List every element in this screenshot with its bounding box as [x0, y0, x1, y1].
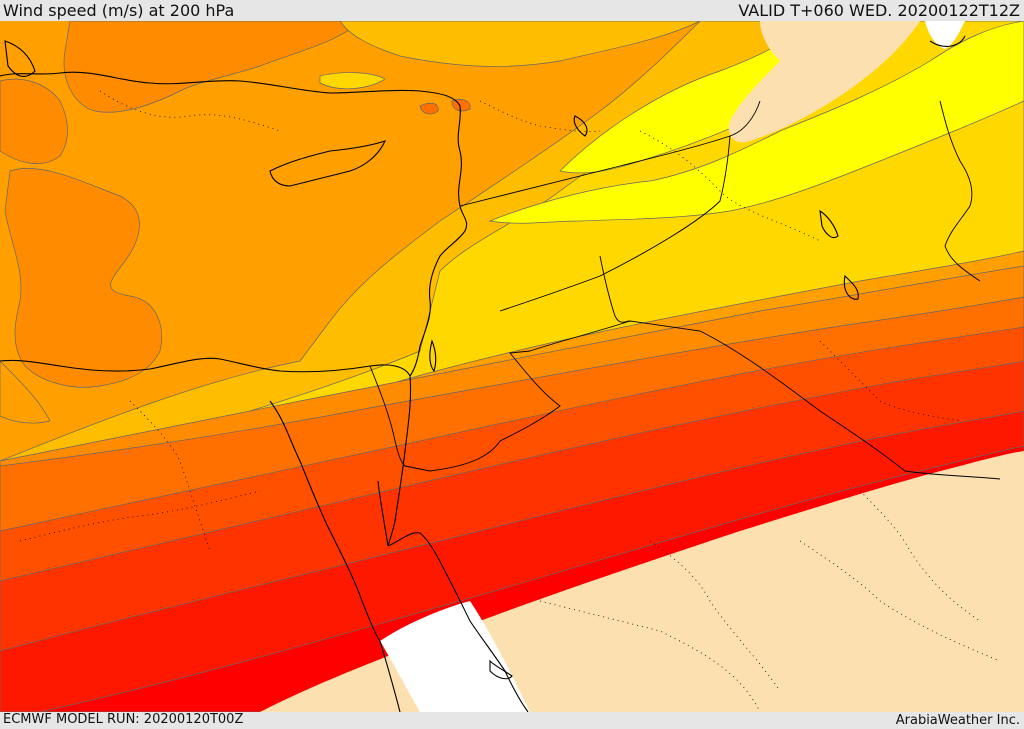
dotted-border-8	[639, 130, 821, 242]
coast-red-sea-west	[379, 640, 401, 712]
contour-small-patch-1	[419, 102, 439, 115]
footer-bar: ECMWF MODEL RUN: 20200120T00Z ArabiaWeat…	[0, 712, 1024, 729]
dotted-border-5	[649, 540, 781, 692]
header-bar: Wind speed (m/s) at 200 hPa VALID T+060 …	[0, 0, 1024, 21]
dotted-border-1	[99, 90, 281, 132]
map-canvas	[0, 21, 1024, 712]
border-iraq-saudi	[599, 255, 1001, 480]
contour-small-patch-2	[451, 99, 471, 112]
land-below-threshold-north	[728, 21, 920, 143]
border-egypt-israel	[369, 365, 406, 467]
coast-north-africa	[0, 357, 411, 377]
contour-band-lightorange-sw	[0, 360, 51, 424]
coast-lake-2	[843, 274, 859, 300]
contour-band-orange-nw	[63, 21, 361, 113]
dotted-border-10	[819, 340, 961, 422]
coastlines	[0, 35, 966, 712]
dotted-border-7	[859, 490, 981, 622]
border-syria-iraq	[499, 135, 731, 312]
contour-band-orange-w	[0, 78, 68, 164]
coast-turkey-levant	[0, 71, 468, 377]
coast-red-sea-east	[387, 532, 529, 712]
admin-borders-dotted	[19, 90, 1001, 712]
coast-aegean-islands	[4, 40, 36, 77]
contour-patch-gold-north	[319, 72, 386, 90]
coast-lake-3	[573, 115, 588, 137]
contour-band-yellow-core	[488, 21, 1024, 224]
credit-label: ArabiaWeather Inc.	[895, 713, 1020, 728]
dotted-border-6	[799, 540, 1001, 662]
coast-lake-1	[819, 209, 839, 239]
coast-island	[489, 659, 513, 680]
map-title: Wind speed (m/s) at 200 hPa	[3, 1, 235, 20]
border-jordan-saudi	[404, 320, 631, 472]
contour-band-amber-north	[339, 21, 701, 67]
coast-dead-sea	[429, 339, 437, 373]
coast-caspian-edge	[929, 35, 966, 47]
coast-cyprus	[269, 140, 387, 187]
country-borders	[369, 100, 1001, 480]
valid-time-label: VALID T+060 WED. 20200122T12Z	[738, 1, 1020, 20]
border-iraq-iran	[939, 100, 981, 282]
model-run-label: ECMWF MODEL RUN: 20200120T00Z	[3, 712, 244, 727]
wind-speed-map[interactable]	[0, 21, 1024, 712]
coast-gulf-of-aqaba	[377, 375, 412, 547]
border-turkey-syria	[459, 100, 761, 207]
dotted-border-9	[479, 100, 601, 132]
coast-gulf-of-suez	[269, 400, 381, 642]
contour-band-orange-anatolia	[4, 167, 163, 388]
no-data-caspian	[925, 21, 965, 49]
no-data-red-sea	[380, 601, 530, 712]
